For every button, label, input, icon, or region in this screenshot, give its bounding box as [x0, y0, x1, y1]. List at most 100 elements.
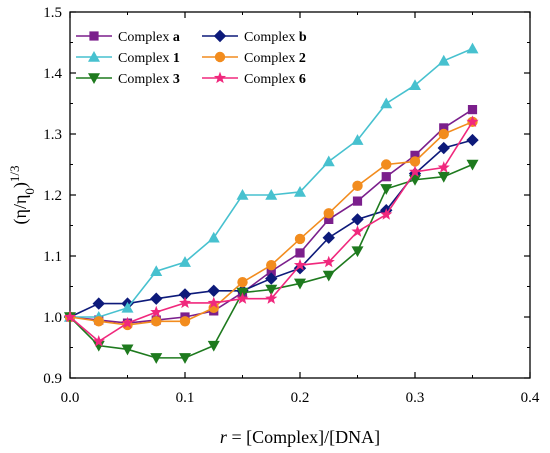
x-tick-label: 0.2: [291, 390, 310, 406]
data-point: [437, 54, 450, 66]
data-point: [380, 97, 393, 109]
data-point: [150, 292, 163, 305]
data-point: [438, 128, 449, 140]
data-point: [323, 208, 334, 219]
data-point: [237, 277, 248, 288]
legend-item-complex-a: Complex a: [76, 30, 180, 45]
data-point: [351, 134, 364, 145]
data-point: [322, 155, 335, 167]
data-point: [437, 161, 450, 173]
data-point: [121, 316, 134, 329]
legend-label: Complex 1: [118, 51, 180, 66]
data-point: [439, 123, 449, 133]
y-tick-label: 1.5: [43, 5, 62, 21]
y-tick-label: 1.3: [43, 127, 62, 143]
data-point: [381, 159, 392, 170]
data-point: [266, 266, 276, 276]
legend-marker: [213, 29, 227, 43]
series-complex-6: [63, 115, 479, 347]
data-point: [63, 310, 77, 323]
y-tick-label: 1.0: [43, 310, 62, 326]
legend-label: Complex 3: [118, 72, 180, 87]
data-point: [179, 256, 191, 267]
data-point: [380, 184, 393, 195]
data-point: [322, 255, 335, 268]
x-tick-label: 0.1: [176, 390, 195, 406]
data-point: [352, 180, 363, 192]
legend-item-complex-b: Complex b: [202, 29, 307, 45]
data-point: [351, 225, 364, 237]
legend-marker: [88, 73, 100, 84]
x-tick-label: 0.3: [406, 390, 425, 406]
data-point: [437, 171, 450, 183]
data-point: [265, 189, 278, 200]
data-point: [265, 284, 278, 296]
data-point: [151, 316, 162, 327]
data-point: [236, 189, 249, 200]
data-point: [265, 272, 278, 285]
data-point: [207, 284, 220, 297]
data-point: [295, 248, 305, 258]
y-axis-label: (η/η0)1/3: [7, 166, 37, 225]
y-tick-label: 1.4: [43, 66, 62, 82]
legend: Complex a Complex b Complex 1 Complex 2 Comp…: [76, 29, 307, 87]
x-tick-label: 0.4: [521, 390, 540, 406]
data-point: [150, 305, 163, 318]
data-point: [92, 297, 105, 310]
data-point: [351, 213, 364, 226]
data-point: [121, 301, 134, 313]
data-point: [437, 141, 450, 155]
legend-marker: [89, 31, 99, 41]
data-point: [467, 105, 478, 115]
data-point: [293, 258, 307, 271]
legend-item-complex-3: Complex 3: [76, 72, 180, 87]
series-complex-2: [64, 116, 478, 331]
x-tick-label: 0.0: [61, 390, 80, 406]
data-point: [179, 353, 191, 364]
legend-marker: [214, 51, 226, 63]
x-axis-label: r = [Complex]/[DNA]: [220, 427, 380, 447]
data-point: [207, 296, 220, 309]
data-point: [294, 185, 306, 197]
legend-item-complex-6: Complex 6: [202, 71, 306, 87]
data-point: [266, 259, 277, 271]
data-point: [352, 196, 363, 206]
data-point: [294, 278, 306, 290]
legend-item-complex-1: Complex 1: [76, 51, 180, 66]
legend-label: Complex a: [118, 30, 180, 45]
series-complex-3: [64, 159, 479, 364]
data-point: [466, 115, 479, 127]
data-point: [322, 270, 335, 282]
data-point: [324, 214, 334, 224]
data-point: [466, 159, 479, 171]
data-point: [351, 246, 364, 258]
data-point: [410, 150, 420, 160]
data-point: [207, 340, 220, 352]
y-tick-label: 1.2: [43, 188, 62, 204]
data-point: [207, 231, 220, 243]
data-point: [92, 335, 105, 347]
y-tick-label: 1.1: [43, 249, 62, 265]
legend-label: Complex b: [244, 30, 307, 45]
data-point: [150, 353, 163, 364]
legend-label: Complex 6: [244, 72, 306, 87]
data-point: [466, 133, 479, 147]
data-point: [322, 231, 335, 244]
legend-label: Complex 2: [244, 51, 306, 66]
legend-marker: [213, 71, 227, 84]
data-point: [178, 296, 192, 309]
data-point: [93, 316, 104, 327]
data-point: [121, 344, 134, 356]
data-point: [150, 265, 163, 277]
data-point: [380, 208, 393, 220]
data-point: [294, 233, 306, 245]
data-point: [408, 165, 422, 177]
data-point: [409, 79, 421, 90]
data-point: [381, 172, 391, 182]
data-point: [236, 292, 249, 304]
legend-marker: [88, 51, 100, 62]
data-point: [178, 288, 192, 301]
data-point: [466, 42, 479, 54]
data-point: [409, 156, 421, 167]
